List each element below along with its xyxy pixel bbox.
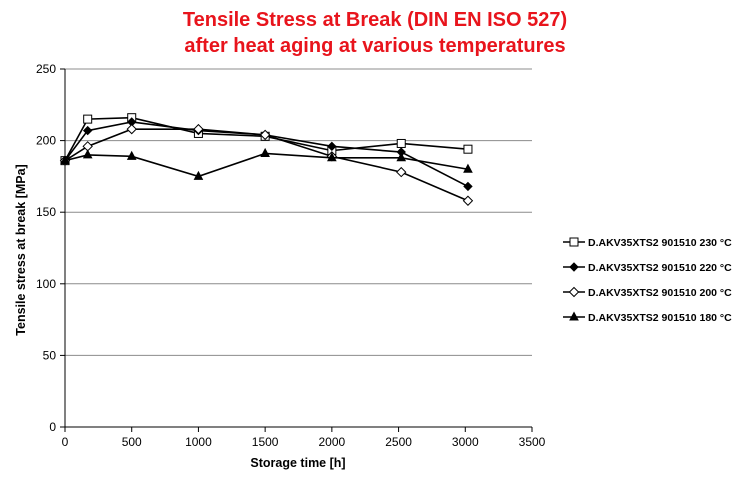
chart-subtitle: after heat aging at various temperatures [184,35,565,57]
data-point [126,150,137,160]
axes [60,68,533,432]
data-point [83,114,93,124]
legend-item: D.AKV35XTS2 901510 200 °C [563,286,732,299]
data-point [396,138,406,148]
series-4 [60,147,473,180]
data-point [60,155,70,165]
legend-item: D.AKV35XTS2 901510 180 °C [563,311,732,324]
legend-label: D.AKV35XTS2 901510 230 °C [588,237,732,249]
series-line [64,116,469,162]
data-point [260,147,270,157]
series-group [59,113,474,206]
legend-item: D.AKV35XTS2 901510 220 °C [563,262,732,274]
series-3 [59,123,474,206]
legend-label: D.AKV35XTS2 901510 220 °C [588,262,732,274]
x-tick-label: 500 [122,435,142,449]
x-tick-label: 0 [62,435,69,449]
data-point [569,311,579,321]
data-point [82,149,93,159]
grid-lines [65,68,532,356]
x-tick-label: 1500 [252,435,279,449]
x-tick-label: 2000 [319,435,346,449]
data-point [462,195,474,206]
data-point [463,181,473,192]
data-point [82,125,93,136]
y-axis-label: Tensile stress at break [MPa] [14,164,28,335]
legend-label: D.AKV35XTS2 901510 200 °C [588,287,732,299]
x-axis-label: Storage time [h] [250,456,345,470]
legend-label: D.AKV35XTS2 901510 180 °C [588,312,732,324]
data-point [569,262,579,272]
data-point [193,170,204,180]
legend: D.AKV35XTS2 901510 230 °C D.AKV35XTS2 901… [563,237,732,324]
y-tick-label: 200 [36,134,56,148]
chart-title: Tensile Stress at Break (DIN EN ISO 527) [183,9,567,31]
data-point [463,163,473,173]
x-tick-label: 3500 [519,435,546,449]
data-point [193,123,204,135]
y-tick-label: 50 [43,348,57,362]
data-point [126,123,137,135]
y-tick-label: 100 [36,277,56,291]
data-point [396,152,407,162]
series-line [64,152,469,178]
y-tick-label: 0 [49,420,56,434]
y-tick-label: 150 [36,205,56,219]
series-line [64,128,469,202]
data-point [463,144,473,154]
x-tick-label: 2500 [385,435,412,449]
data-point [396,166,407,178]
data-point [327,141,337,152]
legend-item: D.AKV35XTS2 901510 230 °C [563,237,732,249]
data-point [259,129,271,141]
data-point [568,286,580,298]
data-point [569,237,579,247]
y-tick-label: 250 [36,62,56,76]
data-point [327,152,337,162]
x-tick-label: 3000 [452,435,479,449]
x-tick-label: 1000 [185,435,212,449]
